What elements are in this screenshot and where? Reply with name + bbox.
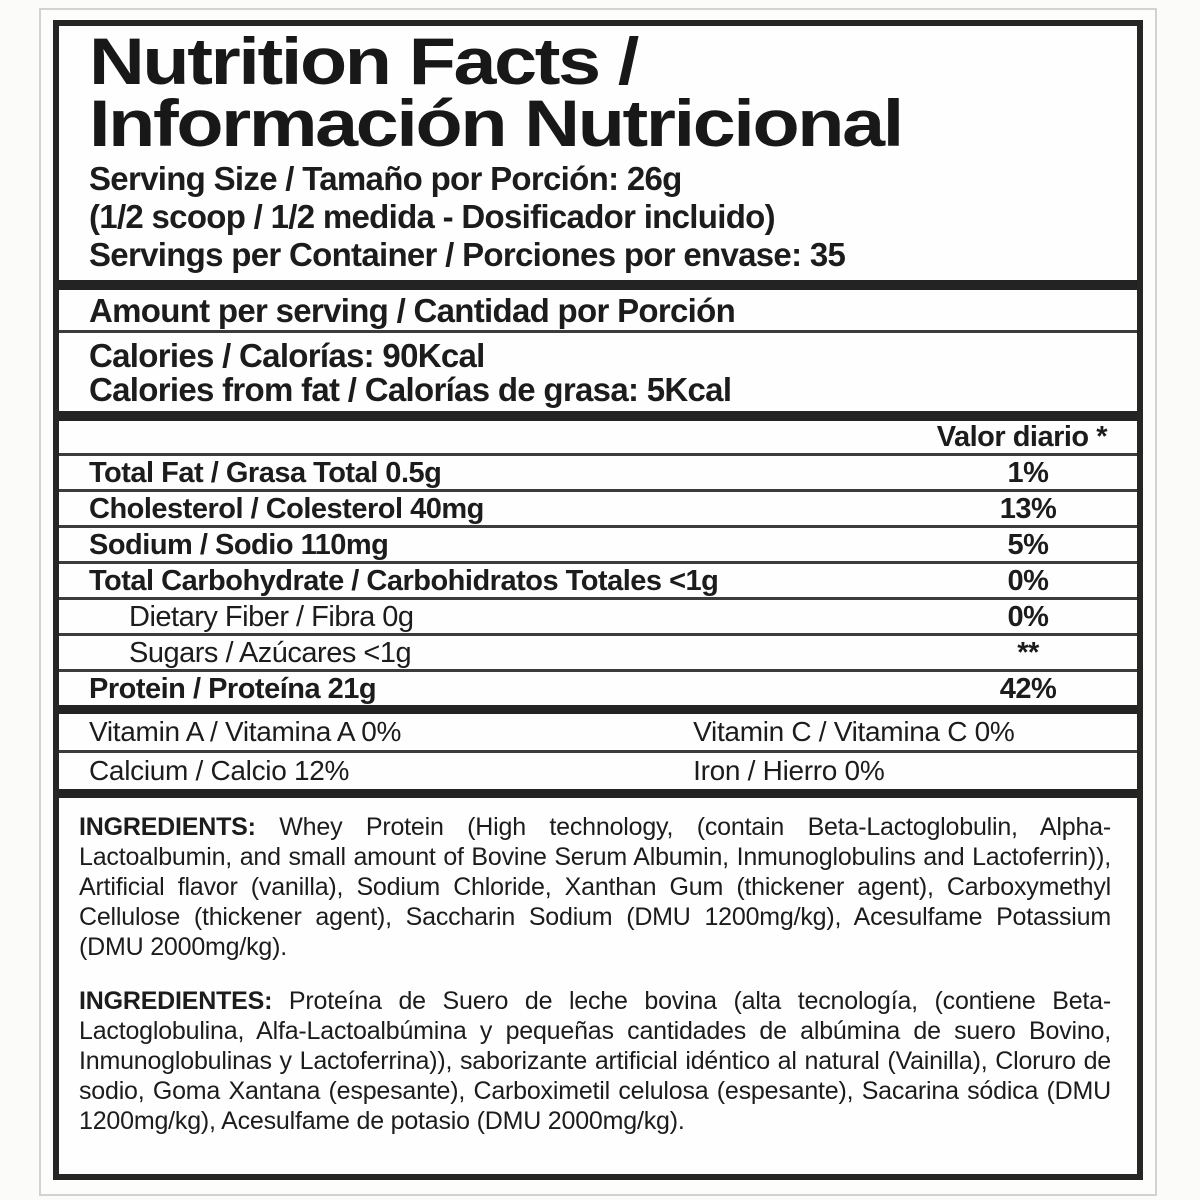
section-divider-bar [59, 411, 1137, 421]
nutrient-label: Cholesterol / Colesterol 40mg [89, 493, 484, 525]
title-line-es: Información Nutricional [89, 86, 904, 160]
amount-per-serving-header: Amount per serving / Cantidad por Porció… [59, 290, 1137, 333]
nutrient-label: Sodium / Sodio 110mg [89, 529, 389, 561]
nutrient-value: 0% [1007, 565, 1049, 597]
section-divider-bar [59, 705, 1137, 714]
section-divider-bar [59, 280, 1137, 290]
calories-from-fat-line: Calories from fat / Calorías de grasa: 5… [89, 371, 732, 408]
nutrient-value: ** [1017, 637, 1039, 669]
nutrient-label: Sugars / Azúcares <1g [129, 637, 412, 669]
servings-per-container-line: Servings per Container / Porciones por e… [89, 236, 846, 273]
daily-value-header: Valor diario * [59, 421, 1137, 456]
serving-size-line: Serving Size / Tamaño por Porción: 26g [89, 160, 682, 197]
ingredients-en-lead: INGREDIENTS: [79, 813, 256, 841]
ingredients-section: INGREDIENTS: Whey Protein (High technolo… [59, 798, 1137, 1136]
ingredients-paragraph-es: INGREDIENTES: Proteína de Suero de leche… [79, 986, 1111, 1136]
nutrient-row-total-fat: Total Fat / Grasa Total 0.5g 1% [59, 456, 1137, 492]
calories-line: Calories / Calorías: 90Kcal [89, 337, 485, 374]
vitamin-c-cell: Vitamin C / Vitamina C 0% [693, 716, 1015, 747]
nutrient-value: 5% [1007, 529, 1049, 561]
vitamin-row-1: Vitamin A / Vitamina A 0% Vitamin C / Vi… [59, 714, 1137, 753]
nutrient-row-total-carbohydrate: Total Carbohydrate / Carbohidratos Total… [59, 564, 1137, 600]
ingredients-paragraph-en: INGREDIENTS: Whey Protein (High technolo… [79, 812, 1111, 962]
nutrient-label: Dietary Fiber / Fibra 0g [129, 601, 414, 633]
nutrient-row-dietary-fiber: Dietary Fiber / Fibra 0g 0% [59, 600, 1137, 636]
nutrient-value: 1% [1007, 457, 1049, 489]
nutrient-row-cholesterol: Cholesterol / Colesterol 40mg 13% [59, 492, 1137, 528]
nutrient-row-sugars: Sugars / Azúcares <1g ** [59, 636, 1137, 672]
ingredients-en-text: Whey Protein (High technology, (contain … [79, 813, 1111, 961]
scoop-line: (1/2 scoop / 1/2 medida - Dosificador in… [89, 198, 776, 235]
nutrition-facts-label: Nutrition Facts / Información Nutriciona… [53, 20, 1143, 1180]
nutrient-value: 13% [999, 493, 1057, 525]
vitamin-a-cell: Vitamin A / Vitamina A 0% [89, 716, 402, 747]
ingredients-es-lead: INGREDIENTES: [79, 987, 273, 1015]
nutrient-row-sodium: Sodium / Sodio 110mg 5% [59, 528, 1137, 564]
nutrient-value: 0% [1007, 601, 1049, 633]
section-divider-bar [59, 789, 1137, 798]
nutrient-label: Total Fat / Grasa Total 0.5g [89, 457, 442, 489]
vitamin-row-2: Calcium / Calcio 12% Iron / Hierro 0% [59, 753, 1137, 789]
ingredients-es-text: Proteína de Suero de leche bovina (alta … [79, 987, 1111, 1135]
nutrient-label: Protein / Proteína 21g [89, 673, 377, 705]
title-line-en: Nutrition Facts / [89, 24, 639, 98]
serving-info-block: Serving Size / Tamaño por Porción: 26g (… [59, 156, 1137, 280]
iron-cell: Iron / Hierro 0% [693, 755, 885, 786]
nutrient-row-protein: Protein / Proteína 21g 42% [59, 672, 1137, 705]
nutrient-label: Total Carbohydrate / Carbohidratos Total… [89, 565, 719, 597]
calcium-cell: Calcium / Calcio 12% [89, 755, 350, 786]
calories-block: Calories / Calorías: 90Kcal Calories fro… [59, 333, 1137, 411]
nutrient-value: 42% [999, 673, 1057, 705]
label-title: Nutrition Facts / Información Nutriciona… [59, 26, 1137, 156]
